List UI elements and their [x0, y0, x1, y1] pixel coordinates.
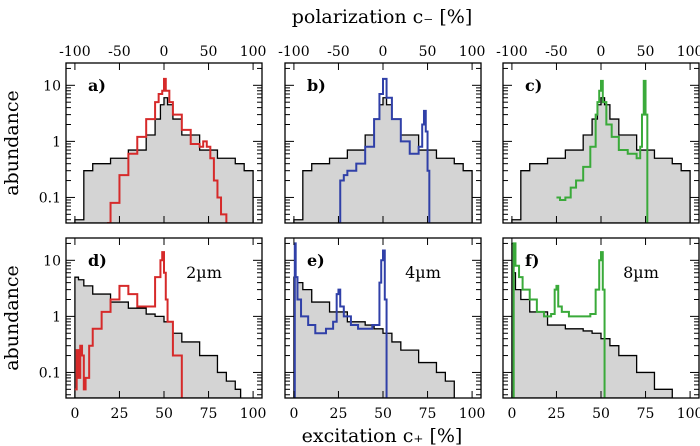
bottom-axis-title: excitation c₊ [%] [302, 425, 463, 446]
x-tick-label: 100 [677, 406, 700, 422]
y-axis-title: abundance [1, 265, 23, 371]
x-tick-label: 100 [459, 406, 486, 422]
y-tick-label: 1 [52, 309, 61, 325]
y-axis-title: abundance [1, 90, 23, 196]
x-tick-label: 75 [200, 406, 218, 422]
series-red-line [106, 77, 228, 223]
plot-area [293, 242, 455, 398]
plot-area [511, 242, 673, 398]
x-tick-label: 0 [70, 406, 79, 422]
x-tick-label: 50 [155, 406, 173, 422]
y-tick-label: 0.1 [39, 365, 61, 381]
panel-label: d) [88, 251, 107, 270]
top-tick-label: 100 [459, 44, 486, 60]
reference-histogram [293, 97, 473, 223]
panel-c: -100 -50 0 50 100 c) [496, 44, 700, 224]
panel-annotation: 2µm [186, 263, 222, 282]
top-tick-label: 100 [240, 44, 267, 60]
plot-area [74, 77, 254, 223]
x-tick-label: 0 [289, 406, 298, 422]
x-tick-label: 25 [548, 406, 566, 422]
plot-area [511, 79, 691, 223]
panel-f: 0 25 50 75 100 f) 8µm [502, 237, 700, 422]
panel-annotation: 4µm [405, 263, 441, 282]
x-tick-label: 100 [240, 406, 267, 422]
y-tick-label: 10 [43, 78, 61, 94]
reference-histogram [293, 276, 455, 398]
panel-b: -100 -50 0 50 100 b) [278, 44, 486, 224]
top-tick-label: -50 [545, 44, 568, 60]
panel-label: b) [307, 76, 326, 95]
reference-histogram [511, 242, 673, 398]
panel-label: f) [525, 251, 539, 270]
panel-a: 10 1 0.1 -100 -50 0 50 100 a) [39, 44, 267, 224]
top-tick-label: 0 [597, 44, 606, 60]
top-tick-label: 0 [160, 44, 169, 60]
reference-histogram [74, 276, 242, 398]
plot-area [293, 77, 473, 223]
top-tick-label: 100 [677, 44, 700, 60]
top-tick-label: 0 [379, 44, 388, 60]
panel-d: 10 1 0.1 0 25 50 75 100 d) 2µm [39, 237, 267, 422]
series-blue-line [338, 77, 431, 223]
series-blue-line [293, 242, 388, 398]
panel-label: e) [307, 251, 325, 270]
plot-area [74, 251, 242, 398]
x-tick-label: 25 [111, 406, 129, 422]
series-green-line [511, 242, 606, 398]
top-tick-label: 50 [637, 44, 655, 60]
top-tick-label: -100 [59, 44, 90, 60]
panel-label: a) [88, 76, 106, 95]
y-tick-label: 1 [52, 134, 61, 150]
reference-histogram [511, 97, 691, 223]
top-tick-label: -100 [496, 44, 527, 60]
series-red-line [74, 251, 183, 398]
top-tick-label: -100 [278, 44, 309, 60]
x-tick-label: 50 [374, 406, 392, 422]
top-tick-label: 50 [200, 44, 218, 60]
top-tick-label: -50 [108, 44, 131, 60]
top-axis-title: polarization c₋ [%] [292, 6, 473, 28]
x-tick-label: 50 [592, 406, 610, 422]
y-tick-label: 0.1 [39, 190, 61, 206]
top-tick-label: -50 [327, 44, 350, 60]
x-tick-label: 0 [507, 406, 516, 422]
top-tick-label: 50 [419, 44, 437, 60]
series-green-line [556, 79, 649, 223]
x-tick-label: 25 [330, 406, 348, 422]
panel-label: c) [525, 76, 542, 95]
x-tick-label: 75 [419, 406, 437, 422]
reference-histogram [74, 97, 254, 223]
panel-e: 0 25 50 75 100 e) 4µm [284, 237, 486, 422]
x-tick-label: 75 [637, 406, 655, 422]
y-tick-label: 10 [43, 253, 61, 269]
panel-annotation: 8µm [623, 263, 659, 282]
